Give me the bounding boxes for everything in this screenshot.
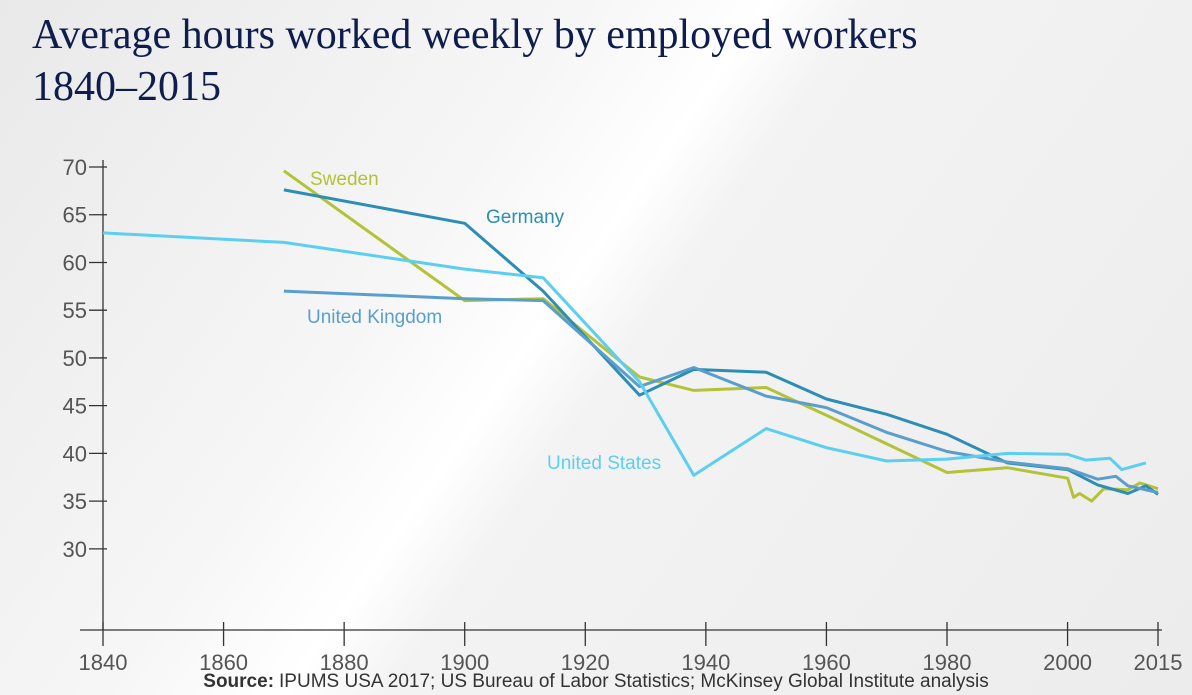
x-tick-label: 1880 [320, 650, 369, 675]
y-tick-label: 45 [63, 394, 87, 419]
source-label: Source: [203, 671, 274, 692]
series-label: Germany [486, 207, 565, 228]
x-tick-label: 1980 [923, 650, 972, 675]
y-tick-label: 70 [63, 155, 87, 180]
y-tick-label: 65 [63, 203, 87, 228]
series-line [283, 169, 1159, 503]
y-tick-label: 30 [63, 537, 87, 562]
x-tick-label: 2000 [1043, 650, 1092, 675]
x-tick-label: 1860 [199, 650, 248, 675]
y-tick-label: 40 [63, 441, 87, 466]
y-tick-label: 55 [63, 298, 87, 323]
x-tick-label: 2015 [1134, 650, 1183, 675]
x-tick-label: 1920 [561, 650, 610, 675]
series-label: United States [547, 453, 661, 474]
x-tick-label: 1840 [79, 650, 128, 675]
chart-title: Average hours worked weekly by employed … [32, 12, 918, 58]
series-label: Sweden [310, 169, 379, 190]
x-tick-label: 1960 [802, 650, 851, 675]
y-tick-label: 60 [63, 250, 87, 275]
y-tick-label: 35 [63, 489, 87, 514]
series-label: United Kingdom [307, 307, 442, 328]
x-tick-label: 1900 [440, 650, 489, 675]
x-tick-label: 1940 [681, 650, 730, 675]
source-text: IPUMS USA 2017; US Bureau of Labor Stati… [279, 671, 989, 692]
series-line [283, 188, 1159, 496]
y-tick-label: 50 [63, 346, 87, 371]
chart-subtitle: 1840–2015 [32, 64, 221, 110]
series-line [283, 289, 1159, 494]
source-note: Source: IPUMS USA 2017; US Bureau of Labo… [203, 671, 988, 692]
series-line [102, 231, 1147, 477]
